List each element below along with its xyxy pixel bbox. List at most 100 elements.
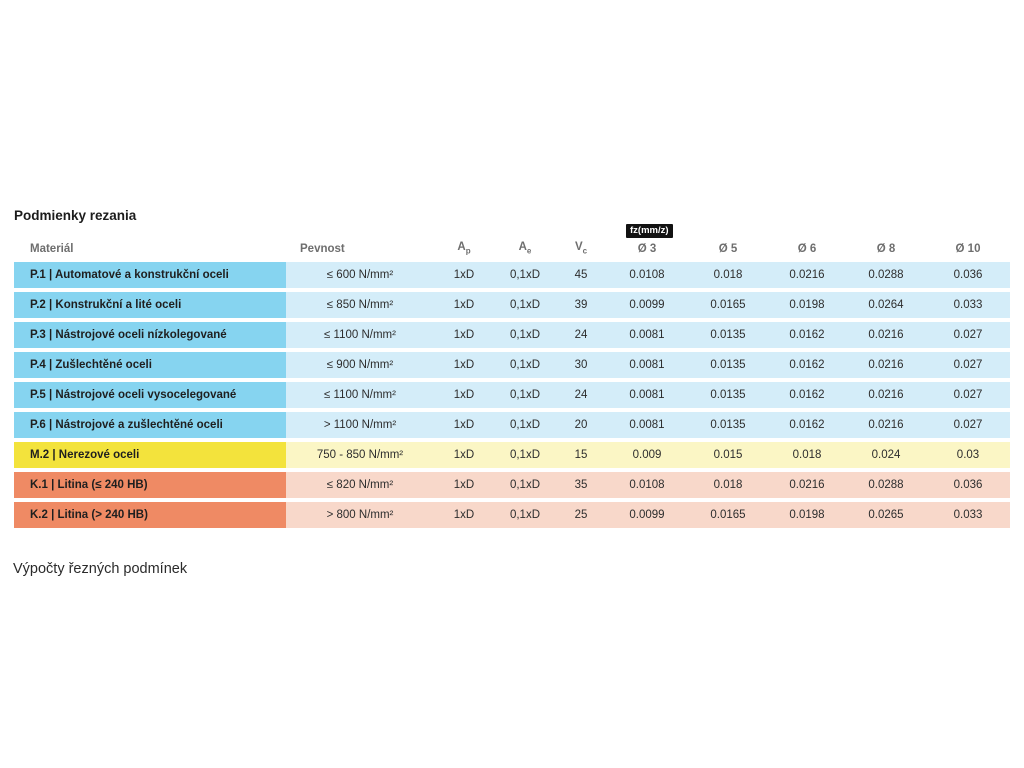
fz-d6-cell: 0.0162 bbox=[768, 382, 846, 408]
column-header-ap: Ap bbox=[434, 241, 494, 255]
fz-d5-cell: 0.0165 bbox=[688, 292, 768, 318]
fz-d6-cell: 0.0216 bbox=[768, 262, 846, 288]
fz-unit-badge: fz(mm/z) bbox=[626, 224, 673, 238]
ae-cell: 0,1xD bbox=[494, 292, 556, 318]
material-cell: P.2 | Konstrukční a lité oceli bbox=[14, 292, 286, 318]
table-row: P.1 | Automatové a konstrukční oceli ≤ 6… bbox=[14, 262, 1010, 288]
ae-cell: 0,1xD bbox=[494, 382, 556, 408]
ae-cell: 0,1xD bbox=[494, 262, 556, 288]
fz-d10-cell: 0.027 bbox=[926, 352, 1010, 378]
column-header-diameter-8: Ø 8 bbox=[876, 243, 896, 255]
fz-d6-cell: 0.0198 bbox=[768, 292, 846, 318]
table-row: P.3 | Nástrojové oceli nízkolegované ≤ 1… bbox=[14, 322, 1010, 348]
vc-cell: 45 bbox=[556, 262, 606, 288]
pevnost-cell: ≤ 1100 N/mm² bbox=[286, 322, 434, 348]
fz-d8-cell: 0.024 bbox=[846, 442, 926, 468]
ap-subscript: p bbox=[465, 246, 471, 255]
fz-d8-cell: 0.0288 bbox=[846, 262, 926, 288]
material-cell: P.6 | Nástrojové a zušlechtěné oceli bbox=[14, 412, 286, 438]
column-header-pevnost: Pevnost bbox=[300, 243, 345, 255]
pevnost-cell: ≤ 600 N/mm² bbox=[286, 262, 434, 288]
fz-d10-cell: 0.03 bbox=[926, 442, 1010, 468]
material-cell: P.5 | Nástrojové oceli vysocelegované bbox=[14, 382, 286, 408]
fz-d3-cell: 0.0099 bbox=[606, 292, 688, 318]
fz-d8-cell: 0.0216 bbox=[846, 322, 926, 348]
page-title: Podmienky rezania bbox=[14, 208, 137, 224]
ap-cell: 1xD bbox=[434, 262, 494, 288]
fz-d8-cell: 0.0216 bbox=[846, 352, 926, 378]
fz-d6-cell: 0.0198 bbox=[768, 502, 846, 528]
ae-cell: 0,1xD bbox=[494, 502, 556, 528]
table-body: P.1 | Automatové a konstrukční oceli ≤ 6… bbox=[14, 262, 1010, 528]
fz-d8-cell: 0.0264 bbox=[846, 292, 926, 318]
fz-d3-cell: 0.0099 bbox=[606, 502, 688, 528]
column-header-diameter-10: Ø 10 bbox=[955, 243, 981, 255]
ap-cell: 1xD bbox=[434, 502, 494, 528]
vc-cell: 24 bbox=[556, 382, 606, 408]
material-cell: K.1 | Litina (≤ 240 HB) bbox=[14, 472, 286, 498]
fz-d3-cell: 0.0081 bbox=[606, 382, 688, 408]
table-header-row: fz(mm/z) Materiál Pevnost Ap Ae Vc Ø 3 Ø… bbox=[14, 224, 1010, 262]
material-cell: P.1 | Automatové a konstrukční oceli bbox=[14, 262, 286, 288]
pevnost-cell: 750 - 850 N/mm² bbox=[286, 442, 434, 468]
fz-d3-cell: 0.0081 bbox=[606, 412, 688, 438]
table-row: P.2 | Konstrukční a lité oceli ≤ 850 N/m… bbox=[14, 292, 1010, 318]
fz-d3-cell: 0.0081 bbox=[606, 352, 688, 378]
fz-d5-cell: 0.0165 bbox=[688, 502, 768, 528]
fz-d8-cell: 0.0216 bbox=[846, 382, 926, 408]
fz-d10-cell: 0.036 bbox=[926, 472, 1010, 498]
pevnost-cell: ≤ 900 N/mm² bbox=[286, 352, 434, 378]
vc-symbol: V bbox=[574, 240, 583, 253]
column-header-diameter-5: Ø 5 bbox=[718, 243, 738, 255]
ap-cell: 1xD bbox=[434, 472, 494, 498]
ap-symbol: A bbox=[457, 240, 466, 253]
ap-cell: 1xD bbox=[434, 442, 494, 468]
material-cell: P.3 | Nástrojové oceli nízkolegované bbox=[14, 322, 286, 348]
fz-d10-cell: 0.033 bbox=[926, 292, 1010, 318]
ap-cell: 1xD bbox=[434, 352, 494, 378]
fz-d10-cell: 0.027 bbox=[926, 322, 1010, 348]
ae-subscript: e bbox=[526, 246, 532, 255]
pevnost-cell: ≤ 850 N/mm² bbox=[286, 292, 434, 318]
ae-cell: 0,1xD bbox=[494, 352, 556, 378]
fz-d5-cell: 0.0135 bbox=[688, 382, 768, 408]
vc-cell: 15 bbox=[556, 442, 606, 468]
vc-cell: 30 bbox=[556, 352, 606, 378]
fz-d3-cell: 0.0108 bbox=[606, 262, 688, 288]
column-header-vc: Vc bbox=[556, 241, 606, 255]
ap-cell: 1xD bbox=[434, 292, 494, 318]
table-row: K.1 | Litina (≤ 240 HB) ≤ 820 N/mm² 1xD … bbox=[14, 472, 1010, 498]
pevnost-cell: > 800 N/mm² bbox=[286, 502, 434, 528]
fz-d5-cell: 0.0135 bbox=[688, 412, 768, 438]
fz-d5-cell: 0.0135 bbox=[688, 322, 768, 348]
fz-d5-cell: 0.0135 bbox=[688, 352, 768, 378]
fz-d5-cell: 0.018 bbox=[688, 262, 768, 288]
fz-d3-cell: 0.009 bbox=[606, 442, 688, 468]
fz-d10-cell: 0.033 bbox=[926, 502, 1010, 528]
column-header-diameter-3: Ø 3 bbox=[637, 243, 657, 255]
table-row: K.2 | Litina (> 240 HB) > 800 N/mm² 1xD … bbox=[14, 502, 1010, 528]
fz-d8-cell: 0.0288 bbox=[846, 472, 926, 498]
vc-cell: 20 bbox=[556, 412, 606, 438]
material-cell: K.2 | Litina (> 240 HB) bbox=[14, 502, 286, 528]
vc-cell: 39 bbox=[556, 292, 606, 318]
ae-cell: 0,1xD bbox=[494, 322, 556, 348]
ap-cell: 1xD bbox=[434, 382, 494, 408]
column-header-ae: Ae bbox=[494, 241, 556, 255]
fz-d10-cell: 0.036 bbox=[926, 262, 1010, 288]
table-row: P.4 | Zušlechtěné oceli ≤ 900 N/mm² 1xD … bbox=[14, 352, 1010, 378]
ae-cell: 0,1xD bbox=[494, 412, 556, 438]
ae-cell: 0,1xD bbox=[494, 472, 556, 498]
fz-d6-cell: 0.0162 bbox=[768, 412, 846, 438]
ae-symbol: A bbox=[518, 240, 527, 253]
vc-cell: 35 bbox=[556, 472, 606, 498]
fz-d6-cell: 0.0162 bbox=[768, 322, 846, 348]
fz-d3-cell: 0.0081 bbox=[606, 322, 688, 348]
table-row: P.6 | Nástrojové a zušlechtěné oceli > 1… bbox=[14, 412, 1010, 438]
column-header-diameter-6: Ø 6 bbox=[797, 243, 817, 255]
fz-d3-cell: 0.0108 bbox=[606, 472, 688, 498]
fz-d8-cell: 0.0216 bbox=[846, 412, 926, 438]
ap-cell: 1xD bbox=[434, 322, 494, 348]
fz-d5-cell: 0.018 bbox=[688, 472, 768, 498]
vc-cell: 25 bbox=[556, 502, 606, 528]
